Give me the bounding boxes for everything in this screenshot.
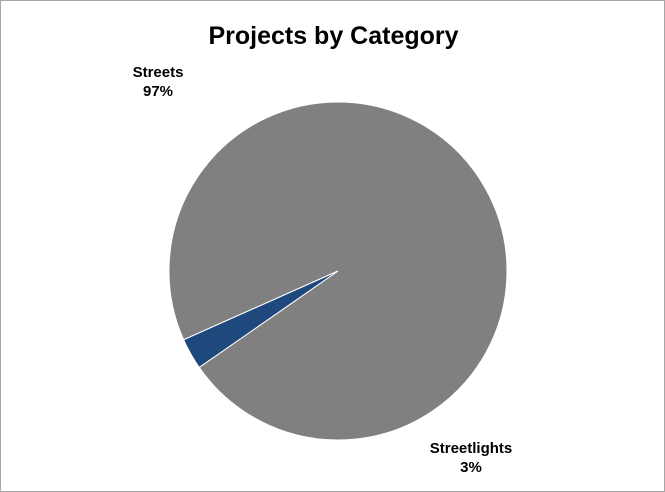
pie-slice-streetlights <box>182 270 339 369</box>
pie-slices <box>168 101 508 441</box>
slice-value-streets: 97% <box>143 83 173 100</box>
slice-value-streetlights: 3% <box>460 459 482 476</box>
pie-labels: Streets 97% Streetlights 3% <box>133 64 513 476</box>
slice-label-streetlights: Streetlights <box>430 440 513 457</box>
slice-label-streets: Streets <box>133 64 184 81</box>
chart-title: Projects by Category <box>208 22 459 50</box>
